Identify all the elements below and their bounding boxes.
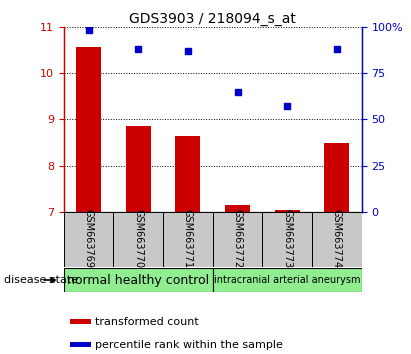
Bar [312,212,362,267]
Point [234,89,241,95]
Title: GDS3903 / 218094_s_at: GDS3903 / 218094_s_at [129,12,296,25]
Bar [324,143,349,212]
Bar [64,212,113,267]
Text: GSM663774: GSM663774 [332,209,342,268]
Bar [262,212,312,267]
Bar [275,210,300,212]
Bar [76,47,101,212]
Bar [126,126,150,212]
Point [334,46,340,52]
Bar [175,136,200,212]
Bar [69,319,91,324]
Bar [213,212,262,267]
Text: GSM663772: GSM663772 [233,209,242,268]
Text: transformed count: transformed count [95,317,199,327]
Point [135,46,141,52]
Bar [225,205,250,212]
Bar [113,212,163,267]
Text: GSM663769: GSM663769 [83,209,94,268]
Point [85,28,92,33]
Text: percentile rank within the sample: percentile rank within the sample [95,340,283,350]
Text: GSM663770: GSM663770 [133,209,143,268]
Bar [64,268,213,292]
Text: GSM663771: GSM663771 [183,209,193,268]
Bar [69,342,91,347]
Text: GSM663773: GSM663773 [282,209,292,268]
Text: normal healthy control: normal healthy control [67,274,209,286]
Bar [213,268,362,292]
Point [284,104,291,109]
Text: disease state: disease state [4,275,78,285]
Point [185,48,191,53]
Bar [163,212,213,267]
Text: intracranial arterial aneurysm: intracranial arterial aneurysm [214,275,360,285]
